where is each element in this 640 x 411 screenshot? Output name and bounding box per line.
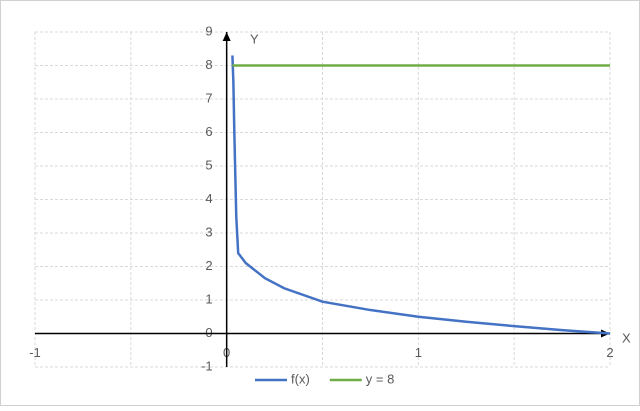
y-tick-label: 9 [205,23,212,38]
x-tick-label: -1 [29,345,41,360]
y-tick-label: 3 [205,224,212,239]
y-axis-label: Y [250,31,259,46]
y-tick-label: 2 [205,258,212,273]
legend-label: y = 8 [366,371,395,386]
y-tick-label: 6 [205,124,212,139]
y-tick-label: -1 [201,358,213,373]
y-tick-label: 8 [205,57,212,72]
series-line [231,55,611,335]
y-tick-label: 5 [205,157,212,172]
x-tick-label: 2 [606,345,613,360]
y-tick-label: 1 [205,291,212,306]
x-tick-label: 1 [415,345,422,360]
y-axis-arrow [222,32,231,41]
x-axis-label: X [622,330,631,345]
y-tick-label: 4 [205,191,212,206]
y-tick-label: 0 [205,325,212,340]
y-tick-label: 7 [205,90,212,105]
legend-label: f(x) [291,371,310,386]
